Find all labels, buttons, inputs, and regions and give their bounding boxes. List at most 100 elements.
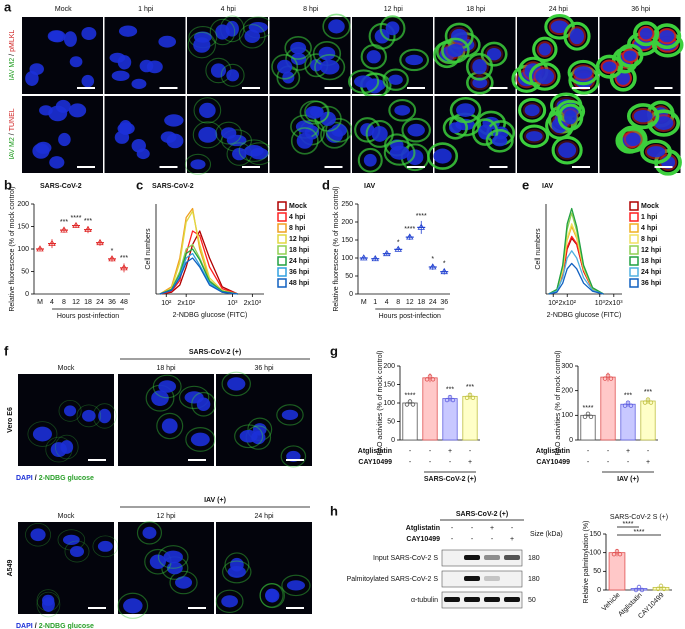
point [84,225,92,233]
x-tick-label: 12 [406,299,414,306]
histogram-curve [548,250,604,295]
nucleus [616,71,630,85]
treatment-mark: - [511,525,514,532]
membrane-stain [382,68,409,91]
nucleus [117,122,135,135]
x-tick-label: 1 [373,299,377,306]
membrane-stain [215,121,242,145]
nucleus [433,148,452,164]
nucleus [456,103,476,117]
membrane-stain [238,139,270,162]
stain-legend-part: 2-NDBG glucose [39,475,94,482]
point [72,221,80,228]
table-mark: - [409,448,412,455]
membrane-stain [595,54,624,79]
nucleus [227,566,246,578]
nucleus [405,54,424,66]
membrane-stain [563,21,591,51]
point [424,377,430,382]
column-header: 24 hpi [549,6,569,13]
nucleus [244,144,264,157]
nucleus [277,59,293,74]
nucleus [69,56,83,68]
table-mark: - [429,448,432,455]
nucleus [286,580,306,591]
x-tick-label: M [37,299,43,306]
nucleus [363,153,377,167]
point [410,402,416,407]
nucleus [282,71,295,84]
membrane-stain [220,63,245,87]
y-tick-label: 200 [341,219,353,226]
point [585,411,591,417]
nucleus [97,540,113,552]
stain-legend-part: 2-NDBG glucose [39,623,94,629]
x-tick-label: 48 [120,299,128,306]
legend-label: Mock [289,203,307,210]
nucleus [98,408,112,424]
membrane-stain [284,36,312,60]
membrane-stain [222,560,252,584]
point [655,586,661,592]
membrane-stain [185,427,216,452]
nucleus [524,104,540,117]
membrane-stain [640,139,672,165]
significance: *** [466,384,474,391]
table-mark: + [646,459,650,466]
nucleus [63,31,77,47]
nucleus [227,377,246,391]
nucleus [366,50,381,64]
significance: * [443,261,446,268]
band [504,597,520,602]
membrane-stain [519,124,550,148]
row-label: A549 [7,560,14,577]
nucleus [371,126,388,142]
membrane-stain [259,583,285,609]
significance: *** [624,393,632,400]
membrane-stain [215,589,244,614]
membrane-stain [281,574,311,597]
membrane-stain [365,119,394,148]
treatment-mark: - [471,525,474,532]
y-tick-label: 100 [341,255,353,262]
bar [580,414,596,441]
membrane-stain [322,13,351,40]
x-axis-label: 2-NDBG glucose (FITC) [173,312,248,319]
membrane-stain [379,15,406,42]
legend-swatch [277,212,287,222]
nucleus [244,29,261,43]
membrane-stain [290,127,319,155]
row-label-part: TUNEL [9,108,16,131]
x-axis-label: Hours post-infection [57,313,119,320]
table-label: CAY10499 [358,459,392,466]
point [108,255,116,262]
nucleus [535,68,555,85]
x-tick-label: 36 [108,299,116,306]
membrane-stain [399,48,430,72]
nucleus [389,145,410,160]
group-header: SARS-CoV-2 (+) [456,511,508,518]
nucleus [319,59,340,75]
stain-legend: DAPI/2-NDBG glucose [16,475,94,482]
chart-title: SARS-CoV-2 S (+) [610,514,668,521]
point [120,264,128,271]
point [633,587,639,593]
y-axis-label: Relative palmitoylation (%) [583,521,590,604]
legend-swatch [277,245,287,255]
point [639,587,645,593]
nucleus [646,146,666,158]
bar [640,400,656,441]
table-label: Atglistatin [536,448,570,455]
point [464,395,470,401]
point [360,254,368,261]
nucleus [25,70,39,86]
table-mark: - [587,459,590,466]
point [470,395,476,401]
nucleus [81,26,97,40]
y-tick-label: 50 [387,418,395,425]
nucleus [558,142,577,158]
panel-label: g [330,343,338,358]
legend-label: 12 hpi [641,247,661,254]
point [648,400,654,405]
point [429,263,437,270]
